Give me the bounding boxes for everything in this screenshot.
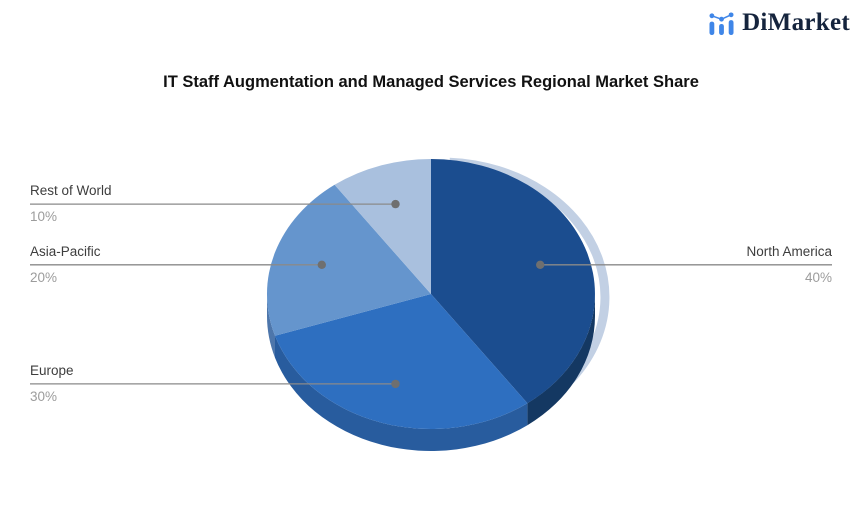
leader-dot-rest-of-world: [391, 199, 400, 209]
leader-dot-north-america: [536, 260, 545, 269]
pie-slice-asia-pacific: [266, 184, 431, 336]
pie-slice-side-north-america: [527, 294, 595, 426]
pie-slice-rest-of-world: [334, 159, 431, 294]
logo: DiMarket: [708, 9, 850, 37]
pie-slice-north-america: [431, 159, 595, 404]
chart-title: IT Staff Augmentation and Managed Servic…: [163, 73, 699, 91]
slice-label-europe: Europe: [30, 362, 74, 378]
leader-dot-asia-pacific: [317, 260, 326, 269]
slice-percent-north-america: 40%: [804, 269, 832, 285]
pie-slice-side-asia-pacific: [267, 294, 275, 358]
logo-text: DiMarket: [742, 9, 850, 36]
slice-label-rest-of-world: Rest of World: [30, 183, 112, 199]
slice-percent-europe: 30%: [30, 388, 58, 404]
slice-label-asia-pacific: Asia-Pacific: [30, 243, 101, 259]
leader-dot-europe: [391, 379, 400, 389]
pie-slice-europe: [275, 294, 528, 429]
pie-slice-side-europe: [275, 335, 528, 451]
bar-chart-logo-icon: [709, 11, 734, 35]
slice-label-north-america: North America: [746, 243, 832, 259]
slice-percent-rest-of-world: 10%: [30, 209, 58, 225]
slice-percent-asia-pacific: 20%: [30, 269, 58, 285]
